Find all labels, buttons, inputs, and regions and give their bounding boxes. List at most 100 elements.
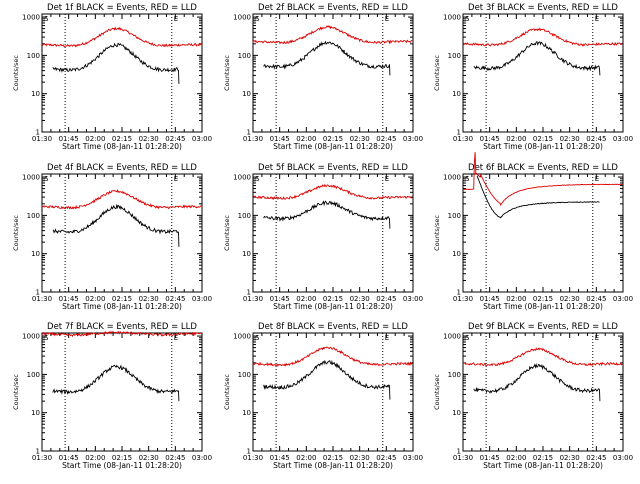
y-tick-label: 10 — [31, 250, 40, 258]
panel-title: Det 3f BLACK = Events, RED = LLD — [468, 3, 618, 13]
plot-frame — [252, 173, 414, 293]
y-tick-label: 10 — [242, 409, 251, 417]
panel-2: Det 2f BLACK = Events, RED = LLD S E 1 10 100… — [223, 3, 423, 151]
x-tick-label: 02:15 — [533, 135, 553, 143]
x-tick-label: 02:15 — [533, 295, 553, 303]
x-tick-label: 02:30 — [350, 135, 370, 143]
y-tick-label: 1000 — [443, 333, 461, 341]
start-marker: S — [44, 15, 49, 23]
start-marker: S — [465, 175, 470, 183]
y-axis-label: Counts/sec — [223, 215, 231, 251]
lld-series-line — [252, 25, 413, 45]
y-tick-label: 100 — [238, 371, 251, 379]
y-tick-label: 100 — [27, 371, 40, 379]
y-tick-label: 100 — [448, 52, 461, 60]
events-series-line — [473, 41, 601, 76]
panel-1: Det 1f BLACK = Events, RED = LLD S E 1 10 100… — [12, 3, 212, 151]
panel-title: Det 9f BLACK = Events, RED = LLD — [468, 322, 618, 332]
x-axis-label: Start Time (08-Jan-11 01:28:20) — [273, 142, 393, 151]
lld-series-line — [462, 27, 623, 47]
x-tick-label: 02:15 — [112, 454, 132, 462]
x-tick-label: 01:30 — [243, 454, 263, 462]
x-tick-label: 01:45 — [59, 295, 79, 303]
x-axis-label: Start Time (08-Jan-11 01:28:20) — [273, 302, 393, 311]
y-tick-label: 100 — [238, 52, 251, 60]
y-tick-label: 1000 — [22, 14, 40, 22]
x-tick-label: 02:30 — [139, 295, 159, 303]
y-tick-label: 1 — [457, 448, 461, 456]
x-tick-label: 01:45 — [59, 135, 79, 143]
y-tick-label: 100 — [448, 212, 461, 220]
panel-8: Det 8f BLACK = Events, RED = LLD S E 1 10 100… — [223, 322, 423, 470]
x-tick-label: 02:00 — [296, 295, 316, 303]
x-tick-label: 03:00 — [192, 454, 212, 462]
start-marker: S — [255, 334, 260, 342]
plot-frame — [252, 332, 414, 452]
events-series-line — [52, 42, 180, 84]
x-tick-label: 02:45 — [376, 135, 396, 143]
lld-series-line — [462, 152, 623, 207]
x-tick-label: 03:00 — [403, 295, 423, 303]
x-tick-label: 02:45 — [165, 454, 185, 462]
x-tick-label: 01:30 — [32, 454, 52, 462]
x-tick-label: 02:30 — [139, 135, 159, 143]
y-tick-label: 1000 — [22, 174, 40, 182]
x-tick-label: 02:00 — [506, 135, 526, 143]
y-axis-label: Counts/sec — [223, 374, 231, 410]
x-tick-label: 01:45 — [480, 454, 500, 462]
end-marker: E — [385, 15, 389, 23]
x-tick-label: 02:00 — [85, 135, 105, 143]
panel-6: Det 6f BLACK = Events, RED = LLD S E 1 10 100… — [433, 152, 633, 311]
x-tick-label: 03:00 — [613, 454, 633, 462]
panel-5: Det 5f BLACK = Events, RED = LLD S E 1 10 100… — [223, 163, 423, 311]
x-axis-label: Start Time (08-Jan-11 01:28:20) — [483, 142, 603, 151]
x-axis-label: Start Time (08-Jan-11 01:28:20) — [62, 142, 182, 151]
events-series-line — [263, 40, 391, 76]
x-axis-label: Start Time (08-Jan-11 01:28:20) — [273, 461, 393, 470]
y-tick-label: 1000 — [233, 14, 251, 22]
y-tick-label: 1000 — [443, 174, 461, 182]
end-marker: E — [595, 15, 599, 23]
x-tick-label: 02:15 — [323, 295, 343, 303]
end-marker: E — [595, 334, 599, 342]
start-marker: S — [255, 15, 260, 23]
x-tick-label: 02:45 — [586, 135, 606, 143]
y-axis-label: Counts/sec — [433, 215, 441, 251]
y-tick-label: 1 — [247, 448, 251, 456]
lld-series-line — [252, 183, 413, 201]
end-marker: E — [595, 175, 599, 183]
y-tick-label: 1000 — [233, 174, 251, 182]
x-tick-label: 01:45 — [59, 454, 79, 462]
y-tick-label: 1 — [36, 129, 40, 137]
panel-title: Det 5f BLACK = Events, RED = LLD — [258, 163, 408, 173]
panel-4: Det 4f BLACK = Events, RED = LLD S E 1 10 100… — [12, 163, 212, 311]
end-marker: E — [174, 15, 178, 23]
y-tick-label: 100 — [448, 371, 461, 379]
y-tick-label: 1000 — [443, 14, 461, 22]
x-tick-label: 02:15 — [323, 454, 343, 462]
x-tick-label: 01:30 — [453, 135, 473, 143]
x-tick-label: 02:30 — [350, 295, 370, 303]
x-tick-label: 02:15 — [323, 135, 343, 143]
y-tick-label: 10 — [452, 90, 461, 98]
y-tick-label: 1 — [457, 289, 461, 297]
x-tick-label: 01:30 — [32, 135, 52, 143]
x-tick-label: 02:45 — [586, 295, 606, 303]
y-axis-label: Counts/sec — [12, 215, 20, 251]
y-axis-label: Counts/sec — [12, 374, 20, 410]
y-axis-label: Counts/sec — [433, 55, 441, 91]
start-marker: S — [255, 175, 260, 183]
start-marker: S — [465, 334, 470, 342]
y-axis-label: Counts/sec — [12, 55, 20, 91]
x-tick-label: 01:45 — [480, 135, 500, 143]
y-tick-label: 1000 — [22, 333, 40, 341]
y-tick-label: 1 — [247, 289, 251, 297]
lld-series-line — [252, 346, 413, 367]
x-tick-label: 03:00 — [613, 295, 633, 303]
x-tick-label: 02:45 — [376, 295, 396, 303]
end-marker: E — [385, 175, 389, 183]
x-tick-label: 02:45 — [165, 135, 185, 143]
panel-title: Det 8f BLACK = Events, RED = LLD — [258, 322, 408, 332]
x-tick-label: 01:30 — [243, 135, 263, 143]
